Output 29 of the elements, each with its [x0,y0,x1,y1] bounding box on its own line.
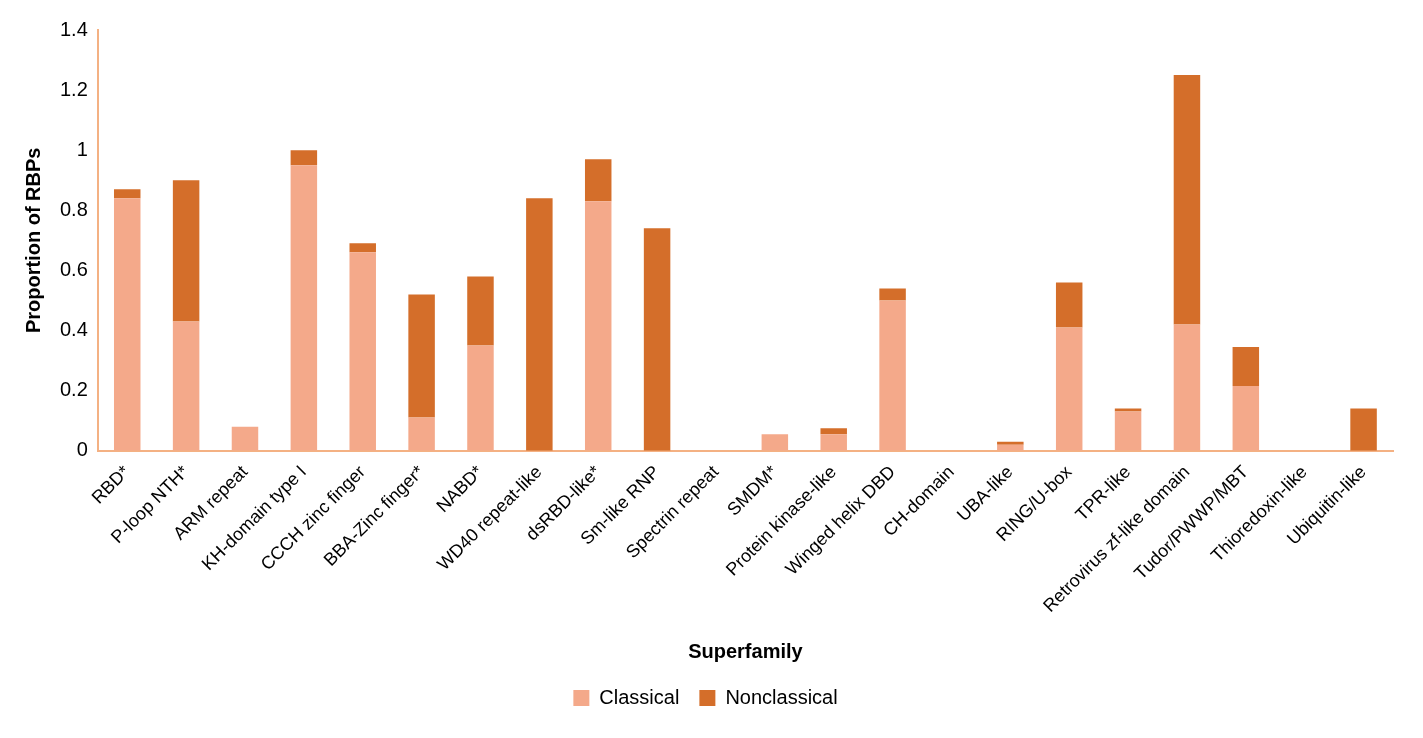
bar [1232,347,1260,387]
bar [1350,408,1377,451]
bar [643,228,671,451]
x-axis-title: Superfamily [688,639,804,662]
bar [1055,282,1083,328]
y-axis-title: Proportion of RBPs [21,147,44,334]
bar [290,150,318,166]
bar [349,243,376,253]
y-tick-label: 1.4 [59,17,88,40]
bar [408,294,435,418]
bar [526,198,553,451]
y-tick-label: 0.8 [59,197,88,220]
bar [1114,408,1142,412]
y-tick-label: 0.6 [59,257,88,280]
y-tick-label: 1 [76,137,88,160]
bar [879,288,906,301]
bar [820,428,847,435]
legend-label: Classical [599,685,680,708]
y-tick-label: 0 [76,438,88,461]
y-tick-label: 1.2 [59,77,88,100]
bar [467,276,494,346]
bar [1173,75,1201,325]
bar [172,180,200,322]
y-tick-label: 0.4 [59,318,88,340]
bar [997,441,1024,445]
legend-label: Nonclassical [725,685,838,708]
y-tick-label: 0.2 [59,378,88,401]
bar [584,159,612,202]
bar [113,189,141,199]
